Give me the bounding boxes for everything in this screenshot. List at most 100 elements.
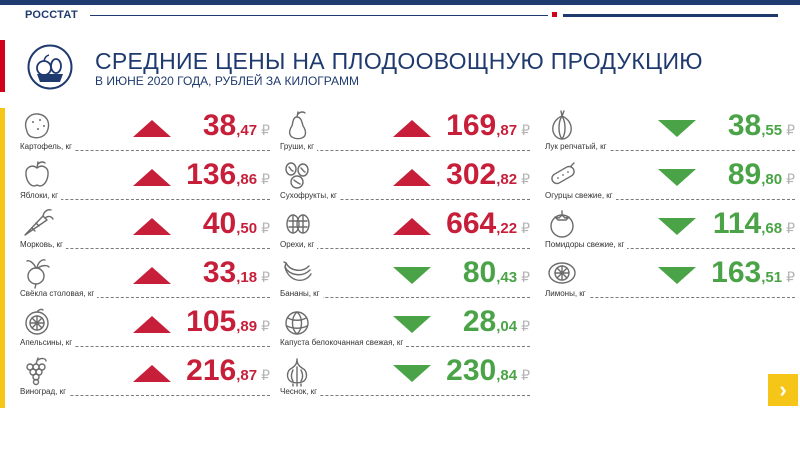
carrot-icon bbox=[20, 206, 54, 240]
price-decimal: ,04 bbox=[496, 318, 518, 335]
price-decimal: ,68 bbox=[761, 220, 783, 237]
ruble-sign: ₽ bbox=[261, 367, 270, 383]
trend-down-icon bbox=[658, 169, 696, 186]
trend-up-icon bbox=[133, 169, 171, 186]
price-item: Лук репчатый, кг 38,55 ₽ bbox=[545, 108, 795, 154]
orange-icon bbox=[20, 304, 54, 338]
ruble-sign: ₽ bbox=[521, 171, 530, 187]
price-item: Груши, кг 169,87 ₽ bbox=[280, 108, 530, 154]
item-label: Апельсины, кг bbox=[20, 338, 76, 347]
price-decimal: ,22 bbox=[496, 220, 518, 237]
banana-icon bbox=[280, 255, 314, 289]
price-value: 230,84 ₽ bbox=[446, 354, 530, 388]
page-subtitle: В ИЮНЕ 2020 ГОДА, РУБЛЕЙ ЗА КИЛОГРАММ bbox=[95, 74, 359, 88]
price-decimal: ,47 bbox=[236, 122, 258, 139]
ruble-sign: ₽ bbox=[521, 318, 530, 334]
price-item: Капуста белокочанная свежая, кг 28,04 ₽ bbox=[280, 304, 530, 350]
price-item: Лимоны, кг 163,51 ₽ bbox=[545, 255, 795, 301]
trend-up-icon bbox=[133, 267, 171, 284]
rosstat-logo: РОССТАТ bbox=[25, 9, 78, 21]
dashed-divider bbox=[545, 297, 795, 298]
ruble-sign: ₽ bbox=[261, 220, 270, 236]
price-decimal: ,89 bbox=[236, 318, 258, 335]
price-item: Бананы, кг 80,43 ₽ bbox=[280, 255, 530, 301]
price-item: Морковь, кг 40,50 ₽ bbox=[20, 206, 270, 252]
item-label: Лук репчатый, кг bbox=[545, 142, 610, 151]
item-label: Сухофрукты, кг bbox=[280, 191, 340, 200]
ruble-sign: ₽ bbox=[521, 122, 530, 138]
price-item: Огурцы свежие, кг 89,80 ₽ bbox=[545, 157, 795, 203]
apple-icon bbox=[20, 157, 54, 191]
top-bar: РОССТАТ bbox=[0, 0, 800, 30]
ruble-sign: ₽ bbox=[261, 318, 270, 334]
price-value: 40,50 ₽ bbox=[203, 207, 270, 241]
next-slide-button[interactable]: › bbox=[768, 374, 798, 406]
item-label: Картофель, кг bbox=[20, 142, 75, 151]
ruble-sign: ₽ bbox=[521, 269, 530, 285]
price-value: 664,22 ₽ bbox=[446, 207, 530, 241]
price-decimal: ,87 bbox=[236, 367, 258, 384]
header-divider bbox=[90, 15, 548, 16]
ruble-sign: ₽ bbox=[261, 122, 270, 138]
accent-bar-yellow bbox=[0, 108, 5, 408]
price-value: 216,87 ₽ bbox=[186, 354, 270, 388]
trend-up-icon bbox=[133, 316, 171, 333]
item-label: Капуста белокочанная свежая, кг bbox=[280, 338, 407, 347]
price-item: Сухофрукты, кг 302,82 ₽ bbox=[280, 157, 530, 203]
price-integer: 136 bbox=[186, 158, 237, 191]
dashed-divider bbox=[545, 150, 795, 151]
price-integer: 230 bbox=[446, 354, 497, 387]
price-integer: 302 bbox=[446, 158, 497, 191]
item-label: Огурцы свежие, кг bbox=[545, 191, 616, 200]
ruble-sign: ₽ bbox=[521, 367, 530, 383]
price-integer: 38 bbox=[202, 109, 237, 142]
dashed-divider bbox=[20, 199, 270, 200]
price-value: 89,80 ₽ bbox=[728, 158, 795, 192]
dashed-divider bbox=[20, 297, 270, 298]
trend-up-icon bbox=[133, 218, 171, 235]
dashed-divider bbox=[20, 248, 270, 249]
trend-up-icon bbox=[133, 120, 171, 137]
price-integer: 664 bbox=[446, 207, 497, 240]
dashed-divider bbox=[280, 248, 530, 249]
tomato-icon bbox=[545, 206, 579, 240]
price-decimal: ,87 bbox=[496, 122, 518, 139]
price-decimal: ,18 bbox=[236, 269, 258, 286]
price-item: Орехи, кг 664,22 ₽ bbox=[280, 206, 530, 252]
item-label: Виноград, кг bbox=[20, 387, 70, 396]
dashed-divider bbox=[545, 248, 795, 249]
price-item: Апельсины, кг 105,89 ₽ bbox=[20, 304, 270, 350]
header-divider-right bbox=[563, 14, 778, 17]
dashed-divider bbox=[280, 150, 530, 151]
price-integer: 38 bbox=[727, 109, 762, 142]
trend-down-icon bbox=[658, 267, 696, 284]
ruble-sign: ₽ bbox=[786, 269, 795, 285]
price-decimal: ,51 bbox=[761, 269, 783, 286]
trend-up-icon bbox=[393, 218, 431, 235]
price-value: 80,43 ₽ bbox=[463, 256, 530, 290]
price-item: Виноград, кг 216,87 ₽ bbox=[20, 353, 270, 399]
price-integer: 40 bbox=[202, 207, 237, 240]
price-integer: 33 bbox=[202, 256, 237, 289]
item-label: Груши, кг bbox=[280, 142, 317, 151]
pear-icon bbox=[280, 108, 314, 142]
price-decimal: ,50 bbox=[236, 220, 258, 237]
dashed-divider bbox=[545, 199, 795, 200]
cucumber-icon bbox=[545, 157, 579, 191]
price-integer: 216 bbox=[186, 354, 237, 387]
item-label: Орехи, кг bbox=[280, 240, 318, 249]
dashed-divider bbox=[20, 395, 270, 396]
price-value: 114,68 ₽ bbox=[713, 207, 795, 241]
dashed-divider bbox=[20, 150, 270, 151]
price-item: Картофель, кг 38,47 ₽ bbox=[20, 108, 270, 154]
price-decimal: ,80 bbox=[761, 171, 783, 188]
trend-up-icon bbox=[393, 169, 431, 186]
page-title: СРЕДНИЕ ЦЕНЫ НА ПЛОДООВОЩНУЮ ПРОДУКЦИЮ bbox=[95, 48, 703, 74]
trend-down-icon bbox=[658, 218, 696, 235]
item-label: Яблоки, кг bbox=[20, 191, 62, 200]
price-decimal: ,55 bbox=[761, 122, 783, 139]
ruble-sign: ₽ bbox=[786, 122, 795, 138]
price-integer: 105 bbox=[186, 305, 237, 338]
price-value: 163,51 ₽ bbox=[711, 256, 795, 290]
price-item: Свёкла столовая, кг 33,18 ₽ bbox=[20, 255, 270, 301]
